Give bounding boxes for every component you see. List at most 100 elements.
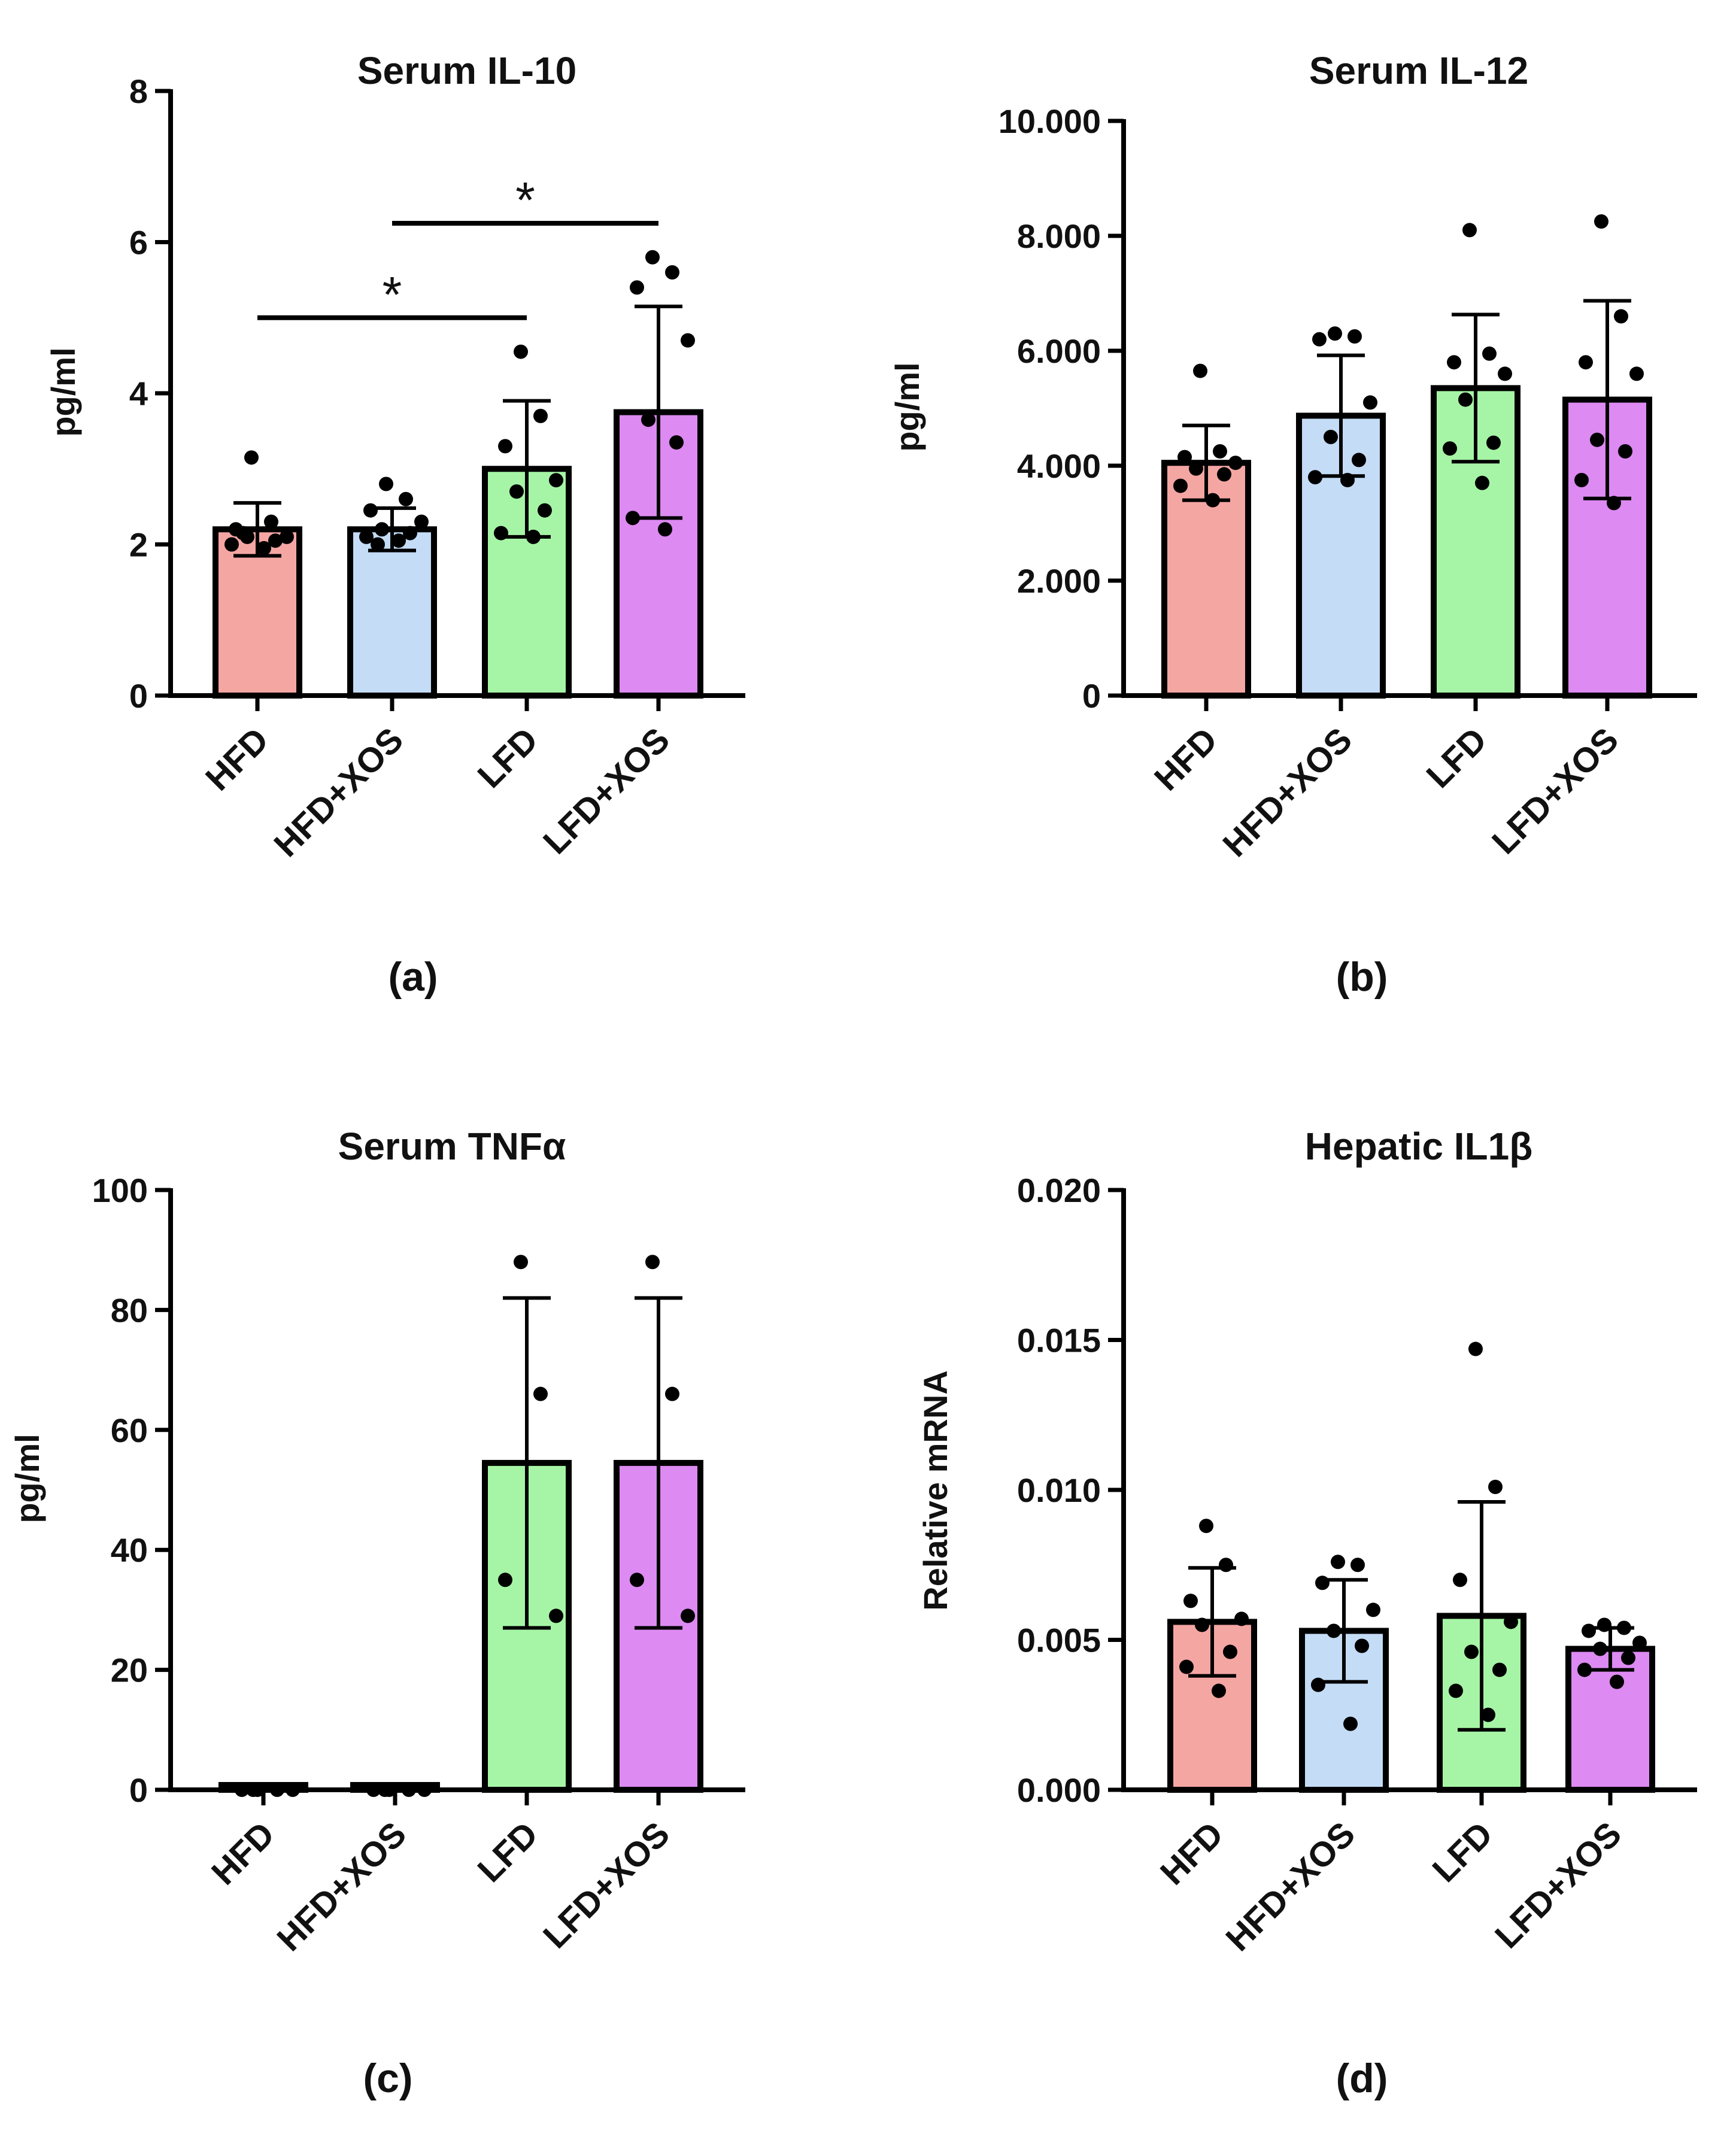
data-point: [658, 522, 672, 537]
data-point: [286, 1783, 300, 1797]
data-point: [630, 1573, 644, 1587]
data-point: [235, 1783, 249, 1797]
data-point: [391, 533, 406, 548]
chart-title: Hepatic IL1β: [1305, 1125, 1533, 1168]
data-point: [1347, 329, 1362, 344]
x-category-label: LFD+XOS: [1488, 1814, 1629, 1956]
data-point: [645, 250, 660, 265]
y-tick-label: 0.000: [1017, 1771, 1101, 1809]
data-point: [417, 1783, 432, 1797]
y-tick-label: 0.015: [1017, 1322, 1101, 1359]
y-tick-label: 40: [111, 1531, 148, 1569]
y-tick-label: 8.000: [1017, 217, 1101, 255]
y-tick-label: 60: [111, 1411, 148, 1449]
data-point: [1311, 1677, 1325, 1692]
chart-panel-d: Hepatic IL1β Relative mRNA 0.000 0.005 0.010…: [916, 1125, 1697, 2101]
data-point: [549, 1608, 563, 1623]
data-point: [1449, 1683, 1463, 1698]
data-point: [681, 333, 695, 348]
data-point: [1574, 473, 1589, 487]
data-point: [1475, 475, 1489, 490]
bar-hfd-plus-xos: [347, 526, 437, 699]
data-point: [371, 537, 385, 552]
data-point: [1350, 1558, 1365, 1573]
data-point: [1343, 1716, 1358, 1731]
data-point: [1593, 1641, 1607, 1656]
significance-star: *: [515, 172, 535, 228]
data-point: [1177, 450, 1192, 465]
x-category-label: HFD+XOS: [1215, 720, 1359, 864]
chart-title: Serum TNFα: [338, 1125, 566, 1168]
data-point: [1366, 1602, 1380, 1617]
data-point: [1632, 1635, 1647, 1650]
x-category-label: HFD: [1153, 1814, 1231, 1892]
y-tick-label: 6: [129, 224, 148, 262]
data-point: [1582, 1623, 1596, 1638]
x-category-label: LFD+XOS: [536, 720, 677, 861]
data-point: [379, 476, 393, 491]
x-category-label: HFD+XOS: [266, 720, 411, 864]
data-point: [1340, 473, 1355, 487]
x-category-label: LFD: [471, 1814, 546, 1890]
y-axis-label: Relative mRNA: [916, 1370, 954, 1610]
data-point: [1199, 1519, 1213, 1534]
data-point: [626, 511, 640, 526]
x-category-label: HFD: [198, 720, 276, 798]
data-point: [538, 503, 552, 518]
y-tick-label: 2: [129, 526, 148, 564]
y-tick-label: 10.000: [998, 102, 1101, 140]
panel-label: (d): [1336, 2056, 1388, 2101]
data-point: [681, 1608, 695, 1623]
data-point: [1486, 435, 1501, 450]
data-point: [1223, 1644, 1237, 1659]
data-point: [1328, 326, 1342, 341]
data-point: [498, 1573, 512, 1587]
data-point: [514, 344, 528, 359]
data-point: [1443, 441, 1457, 456]
panel-label: (a): [388, 954, 438, 1000]
y-tick-label: 20: [111, 1652, 148, 1689]
data-point: [645, 1255, 660, 1270]
data-point: [1482, 346, 1497, 361]
data-point: [1212, 1683, 1226, 1698]
chart-title: Serum IL-12: [1309, 49, 1528, 92]
data-point: [514, 1255, 528, 1270]
y-tick-label: 8: [129, 72, 148, 110]
data-point: [1183, 1593, 1198, 1608]
data-point: [1504, 1614, 1518, 1629]
y-axis-label: pg/ml: [888, 362, 926, 451]
data-point: [1614, 309, 1628, 324]
chart-panel-b: Serum IL-12 pg/ml 0 2.000 4.000 6.000 8.000 10.…: [888, 49, 1697, 1000]
data-point: [533, 1386, 548, 1401]
y-tick-label: 0: [129, 1771, 148, 1809]
data-point: [375, 522, 389, 537]
data-point: [1607, 496, 1621, 511]
data-point: [1462, 223, 1477, 238]
data-point: [268, 533, 283, 548]
data-point: [665, 1386, 679, 1401]
data-point: [1179, 1659, 1194, 1674]
data-point: [1234, 1611, 1249, 1626]
data-point: [1481, 1707, 1495, 1722]
y-tick-label: 4.000: [1017, 447, 1101, 485]
data-point: [402, 1783, 416, 1797]
data-point: [1363, 395, 1377, 410]
y-tick-label: 6.000: [1017, 332, 1101, 370]
panel-label: (c): [363, 2056, 412, 2101]
data-point: [1219, 1558, 1233, 1573]
x-category-label: HFD+XOS: [269, 1814, 414, 1959]
x-category-label: HFD: [1147, 720, 1225, 798]
data-point: [1590, 432, 1604, 447]
x-category-label: LFD: [471, 720, 546, 796]
y-tick-label: 80: [111, 1291, 148, 1329]
y-tick-label: 4: [129, 375, 148, 412]
y-axis-label: pg/ml: [44, 347, 82, 436]
data-point: [1195, 1617, 1209, 1632]
y-tick-label: 0.005: [1017, 1622, 1101, 1659]
x-category-label: LFD+XOS: [1485, 720, 1626, 861]
data-point: [1193, 363, 1207, 378]
x-category-label: HFD: [204, 1814, 282, 1892]
data-point: [236, 526, 250, 541]
data-point: [363, 503, 378, 518]
